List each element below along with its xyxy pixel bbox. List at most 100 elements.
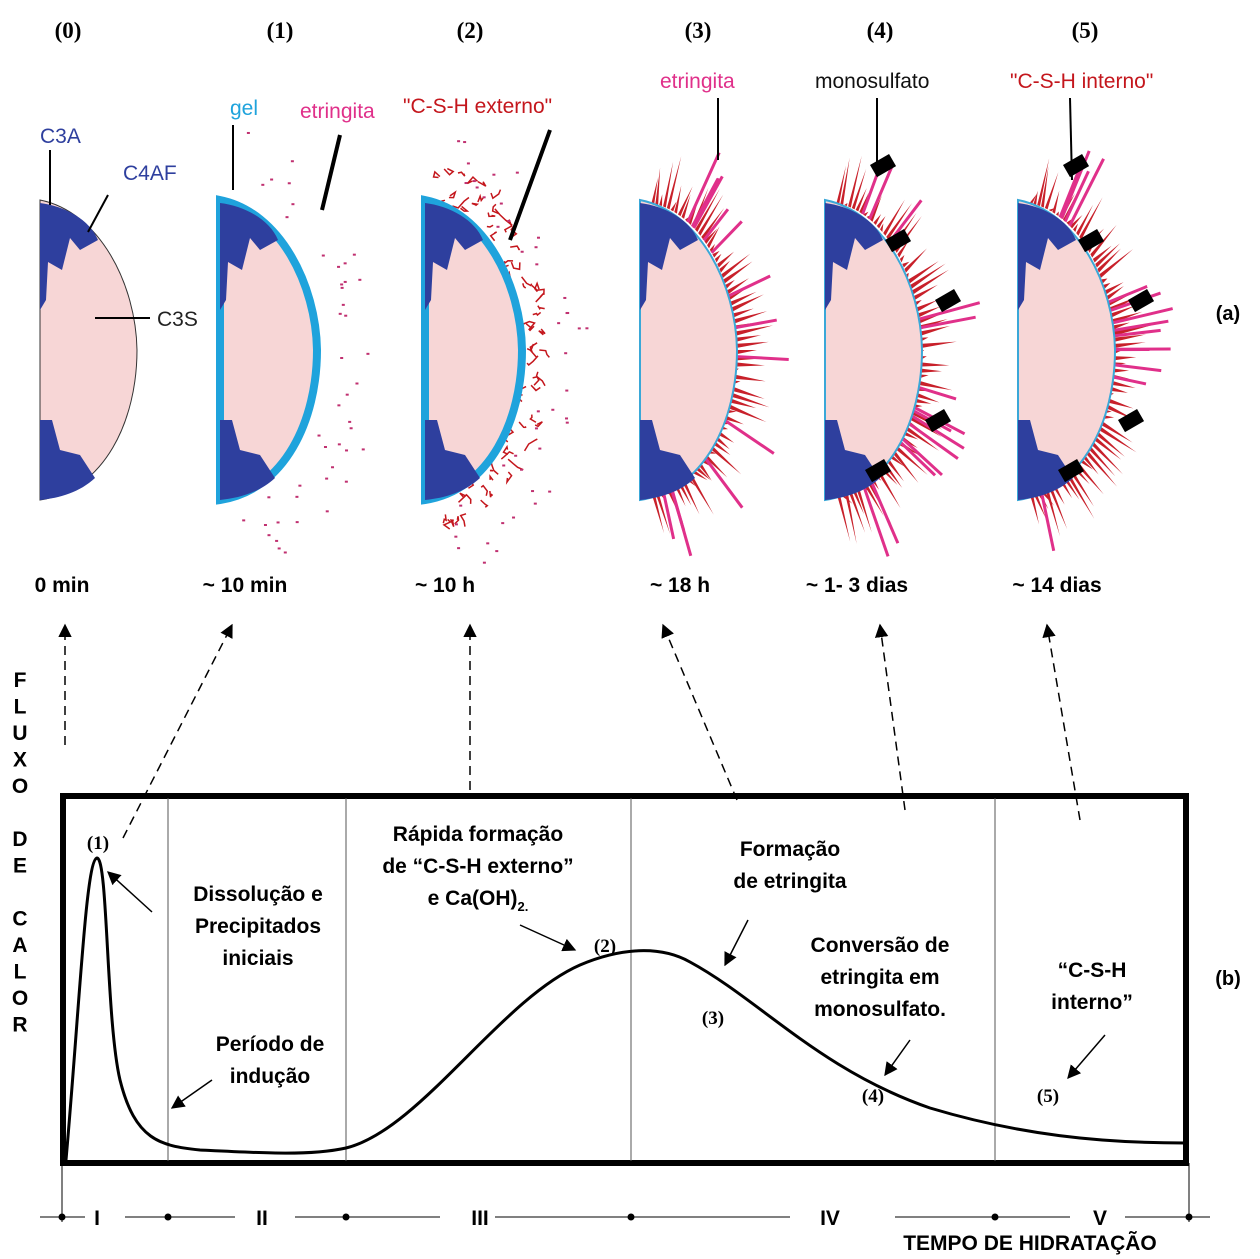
csh-spike [692, 470, 708, 481]
panel-label: (a) [1216, 303, 1240, 325]
y-axis-letter: A [12, 934, 27, 957]
particle-label: C4AF [123, 162, 177, 185]
stage-number: (2) [457, 18, 484, 43]
outer-csh [507, 458, 524, 471]
csh-spike [666, 155, 682, 210]
csh-spike [913, 284, 938, 301]
ettringite-speck [270, 178, 274, 181]
outer-csh [471, 202, 480, 207]
y-axis-letter: R [12, 1014, 27, 1037]
csh-spike [1067, 474, 1095, 519]
annotation-subscript: 2. [518, 899, 529, 914]
csh-spike [916, 300, 938, 312]
annotation-line: iniciais [222, 947, 293, 970]
csh-spike [707, 226, 720, 249]
ettringite-speck [263, 524, 267, 527]
ettringite-speck [512, 516, 516, 519]
annotation-line: indução [230, 1065, 311, 1088]
csh-spike [681, 194, 691, 219]
csh-spike [910, 263, 946, 289]
ettringite-speck [520, 250, 524, 253]
csh-spike [883, 199, 905, 236]
stage-number: (5) [1072, 18, 1099, 43]
outer-csh [442, 514, 448, 524]
ettringite-speck [459, 504, 463, 507]
annotation: de “C-S-H externo” [382, 855, 573, 878]
particle-label: "C-S-H externo" [403, 95, 552, 118]
y-axis-letter: F [14, 669, 27, 692]
ettringite-speck [275, 539, 279, 542]
ettringite-speck [502, 464, 506, 467]
csh-spike [663, 161, 674, 208]
csh-spike [1093, 436, 1122, 460]
ettringite-speck [565, 421, 569, 424]
csh-spike [1069, 214, 1083, 229]
csh-spike [892, 450, 919, 484]
ettringite-speck [344, 314, 348, 317]
annotation: Rápida formação [393, 823, 563, 846]
ettringite-speck [536, 236, 540, 239]
csh-spike [913, 398, 932, 404]
outer-csh [522, 283, 527, 289]
ettringite-speck [267, 496, 271, 499]
csh-spike [1063, 477, 1080, 500]
stage-number: (3) [685, 18, 712, 43]
csh-spike [873, 213, 882, 226]
ettringite-speck [348, 420, 352, 423]
csh-spike [701, 207, 725, 240]
csh-spike [730, 392, 770, 408]
annotation-line: e Ca(OH) [428, 887, 518, 910]
csh-spike [1041, 166, 1049, 208]
outer-csh [491, 203, 500, 215]
stage-time: ~ 10 h [415, 574, 475, 597]
outer-csh [486, 224, 494, 228]
ettringite-needle [1040, 492, 1056, 552]
chart-frame [60, 793, 1189, 1166]
outer-csh [477, 180, 487, 187]
ettringite-speck [482, 561, 486, 564]
csh-spike [698, 194, 724, 236]
csh-spike [734, 362, 765, 367]
annotation-line: “C-S-H [1058, 959, 1127, 982]
outer-csh [489, 474, 494, 481]
csh-spike [919, 362, 950, 367]
ettringite-speck [536, 410, 540, 413]
ettringite-speck [533, 502, 537, 505]
particle-label: "C-S-H interno" [1010, 70, 1153, 93]
ettringite-speck [563, 296, 567, 299]
csh-spike [732, 311, 767, 324]
particle [39, 199, 138, 501]
stage-time: 0 min [35, 574, 90, 597]
csh-spike [919, 325, 951, 337]
csh-spike [919, 341, 957, 349]
csh-spike [670, 201, 677, 212]
ettringite-needle [916, 385, 957, 401]
outer-csh [489, 490, 494, 498]
outer-csh [480, 484, 489, 496]
y-axis-letter: E [13, 855, 27, 878]
y-axis-letter: L [14, 961, 27, 984]
ettringite-needle [909, 413, 965, 450]
monosulfate [865, 459, 892, 483]
csh-spike [837, 496, 851, 542]
ettringite-needle [710, 220, 743, 254]
ettringite-needle [1068, 158, 1105, 227]
ettringite-speck [321, 254, 325, 257]
ettringite-speck [285, 216, 289, 219]
csh-spike [1044, 172, 1059, 210]
panel-label: (b) [1215, 968, 1241, 990]
annotation: Formação [740, 838, 840, 861]
csh-spike [699, 463, 712, 481]
monosulfate [1128, 289, 1155, 313]
outer-csh [534, 281, 540, 293]
csh-spike [1030, 496, 1039, 525]
monosulfate [1078, 228, 1105, 253]
c3a-c4af [640, 420, 695, 500]
csh-spike [1101, 278, 1108, 284]
outer-csh [460, 205, 470, 212]
outer-csh [452, 196, 470, 209]
y-axis-letter [17, 802, 23, 825]
particles [39, 131, 1174, 564]
outer-csh [535, 292, 545, 303]
ettringite-speck [501, 522, 505, 525]
